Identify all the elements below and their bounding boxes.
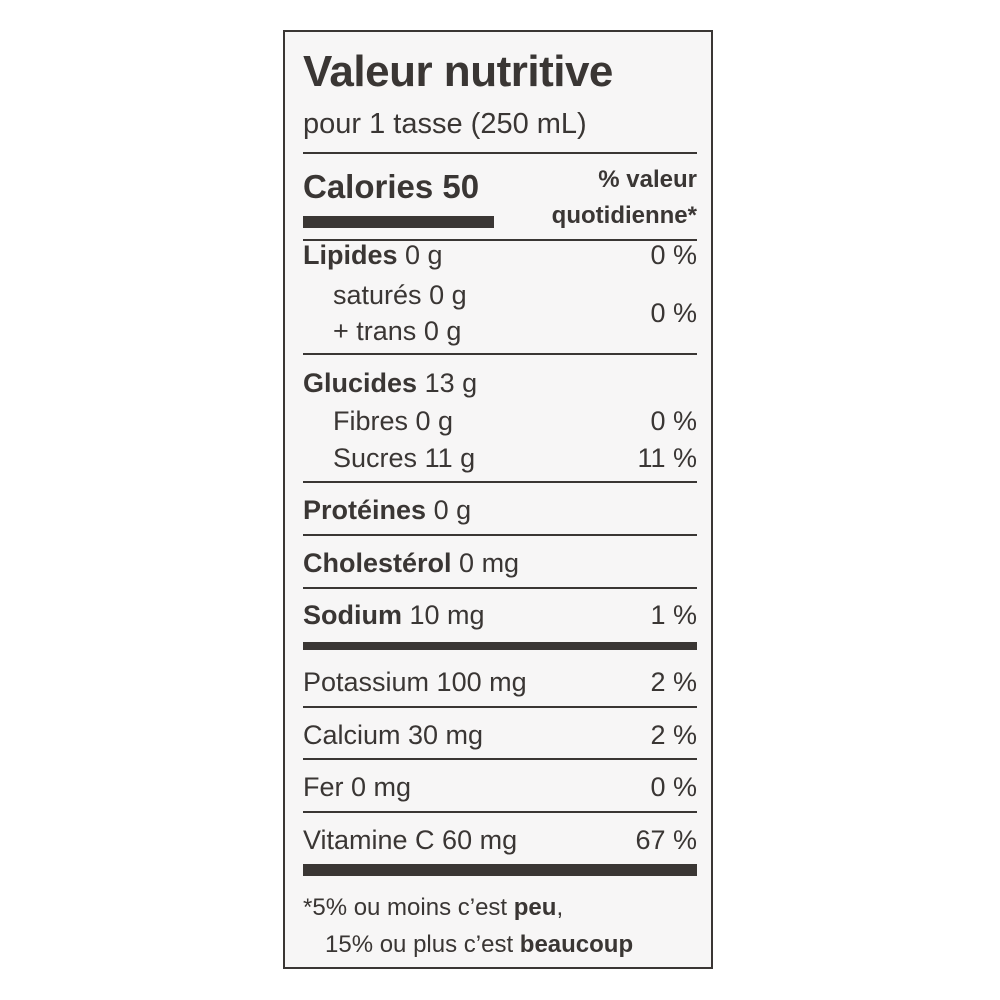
dv-sodium: 1 %	[650, 600, 697, 630]
nutrient-label: Cholestérol	[303, 548, 452, 578]
label-title: Valeur nutritive	[303, 47, 613, 96]
nutrient-amount: 0 g	[405, 240, 443, 270]
nutrient-amount: 0 g	[415, 406, 454, 436]
dv-potassium: 2 %	[650, 667, 697, 697]
nutrient-label: saturés	[333, 280, 422, 310]
nutrient-label: Glucides	[303, 368, 418, 398]
nutrient-label: Fibres	[333, 406, 409, 436]
divider	[303, 481, 697, 483]
divider	[303, 353, 697, 355]
thick-divider	[303, 642, 697, 650]
nutrient-glucides: Glucides 13 g	[303, 370, 477, 397]
nutrient-satures: saturés 0 g	[333, 282, 467, 309]
nutrient-label: Lipides	[303, 240, 398, 270]
nutrient-potassium: Potassium 100 mg	[303, 667, 527, 697]
dv-header-line2: quotidienne*	[551, 202, 697, 229]
nutrient-label: Sodium	[303, 600, 402, 630]
nutrient-amount: 11 g	[424, 443, 476, 473]
divider	[303, 811, 697, 813]
nutrient-lipides: Lipides 0 g	[303, 242, 443, 269]
nutrient-proteines: Protéines 0 g	[303, 497, 471, 524]
calories-rule	[303, 216, 494, 228]
nutrient-fer: Fer 0 mg	[303, 772, 412, 802]
footnote-emphasis: peu	[513, 894, 557, 921]
nutrient-label: Protéines	[303, 495, 427, 525]
nutrient-trans: + trans 0 g	[333, 318, 461, 345]
nutrient-amount: 0 g	[429, 280, 467, 310]
dv-fer: 0 %	[650, 772, 697, 802]
thick-divider	[303, 864, 697, 876]
nutrient-fibres: Fibres 0 g	[333, 408, 453, 435]
dv-fibres: 0 %	[650, 406, 697, 436]
divider	[303, 706, 697, 708]
dv-calcium: 2 %	[650, 720, 697, 750]
divider	[303, 587, 697, 589]
nutrient-label: + trans	[333, 316, 417, 346]
nutrient-calcium: Calcium 30 mg	[303, 720, 484, 750]
footnote-line2: 15% ou plus c’est beaucoup	[325, 933, 633, 957]
nutrient-sodium: Sodium 10 mg	[303, 602, 485, 629]
dv-header-line1: % valeur	[598, 166, 697, 193]
divider	[303, 152, 697, 154]
divider	[303, 534, 697, 536]
dv-satures-trans: 0 %	[650, 298, 697, 328]
divider	[303, 758, 697, 760]
dv-lipides: 0 %	[650, 240, 697, 270]
nutrient-amount: 0 g	[423, 316, 462, 346]
nutrient-cholesterol: Cholestérol 0 mg	[303, 550, 519, 577]
footnote-line1: *5% ou moins c’est peu,	[303, 896, 563, 920]
dv-sucres: 11 %	[637, 443, 697, 473]
footnote-text: 15% ou plus c’est	[325, 931, 514, 958]
footnote-text: *5% ou moins c’est	[303, 894, 508, 921]
nutrition-facts-label: Valeur nutritive pour 1 tasse (250 mL) C…	[283, 30, 713, 969]
nutrient-vitamine-c: Vitamine C 60 mg	[303, 825, 518, 855]
footnote-punct: ,	[556, 894, 564, 921]
dv-vitamine-c: 67 %	[635, 825, 697, 855]
nutrient-amount: 0 g	[433, 495, 472, 525]
nutrient-amount: 13 g	[424, 368, 478, 398]
nutrient-label: Sucres	[333, 443, 418, 473]
calories-row: Calories 50	[303, 170, 479, 203]
nutrient-sucres: Sucres 11 g	[333, 445, 475, 472]
calories-value: 50	[442, 168, 480, 205]
divider	[303, 239, 697, 241]
nutrient-amount: 10 mg	[409, 600, 485, 630]
footnote-emphasis: beaucoup	[519, 931, 634, 958]
nutrient-amount: 0 mg	[459, 548, 520, 578]
calories-label: Calories	[303, 168, 434, 205]
serving-size: pour 1 tasse (250 mL)	[303, 108, 587, 140]
